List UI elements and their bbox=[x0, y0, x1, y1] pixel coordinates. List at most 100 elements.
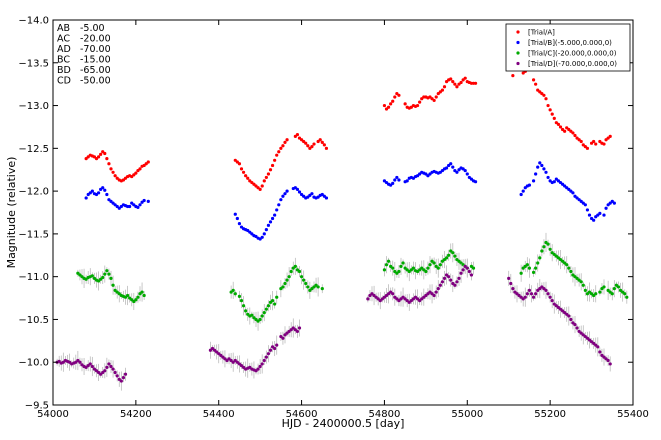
data-point bbox=[270, 216, 275, 221]
data-point bbox=[405, 179, 409, 183]
data-point bbox=[511, 287, 515, 291]
data-point bbox=[103, 188, 107, 192]
data-point bbox=[316, 285, 320, 289]
data-point bbox=[233, 212, 237, 216]
data-point bbox=[538, 161, 542, 165]
data-point bbox=[275, 295, 279, 299]
data-point bbox=[415, 103, 420, 108]
data-point bbox=[610, 292, 614, 296]
data-point bbox=[105, 365, 109, 369]
offset-label: CD bbox=[57, 76, 71, 87]
data-point bbox=[536, 165, 540, 169]
data-point bbox=[442, 85, 447, 89]
data-point bbox=[239, 167, 244, 171]
legend-entry: [Trial/A] bbox=[528, 29, 555, 37]
data-point bbox=[534, 292, 538, 296]
data-point bbox=[241, 304, 246, 308]
data-point bbox=[262, 232, 266, 236]
data-point bbox=[99, 152, 103, 156]
data-point bbox=[525, 263, 529, 267]
data-point bbox=[96, 191, 101, 195]
data-point bbox=[391, 266, 395, 270]
data-point bbox=[281, 194, 285, 198]
data-point bbox=[569, 317, 573, 322]
data-point bbox=[262, 358, 266, 363]
data-point bbox=[449, 162, 453, 166]
data-point bbox=[571, 191, 575, 195]
x-tick-label: 55200 bbox=[534, 409, 566, 420]
data-point bbox=[386, 259, 391, 263]
axis-ticks: 54000 54200 54400 54600 54800 55000 55200 55400… bbox=[18, 16, 649, 421]
data-point bbox=[585, 208, 590, 212]
data-point bbox=[602, 213, 606, 217]
data-point bbox=[592, 139, 596, 144]
legend-marker bbox=[516, 51, 520, 55]
data-point bbox=[583, 288, 587, 292]
data-point bbox=[285, 278, 289, 282]
data-point bbox=[246, 176, 250, 180]
x-tick-label: 54000 bbox=[37, 409, 69, 420]
data-point bbox=[266, 352, 271, 356]
data-point bbox=[548, 108, 552, 112]
data-point bbox=[386, 105, 391, 109]
data-point bbox=[128, 204, 132, 209]
data-point bbox=[612, 201, 616, 205]
data-point bbox=[295, 187, 300, 191]
offset-value: -70.00 bbox=[80, 44, 111, 55]
data-point bbox=[563, 129, 567, 133]
data-point bbox=[320, 140, 324, 144]
data-point bbox=[318, 138, 322, 142]
data-point bbox=[573, 133, 577, 138]
data-point bbox=[101, 186, 105, 190]
data-point bbox=[519, 192, 523, 197]
data-point bbox=[463, 76, 467, 80]
data-point bbox=[527, 288, 532, 292]
data-point bbox=[569, 269, 573, 274]
data-point bbox=[268, 348, 273, 352]
offset-label: AD bbox=[57, 44, 71, 55]
data-point bbox=[424, 269, 428, 274]
data-point bbox=[442, 276, 447, 280]
offset-label: BC bbox=[57, 55, 70, 66]
series-a bbox=[84, 52, 612, 191]
y-axis-title: Magnitude (relative) bbox=[5, 157, 18, 269]
data-point bbox=[88, 362, 92, 366]
y-tick-label: −14.0 bbox=[18, 16, 49, 27]
data-point bbox=[283, 140, 287, 144]
data-point bbox=[134, 171, 138, 175]
y-tick-label: −9.5 bbox=[25, 401, 49, 412]
data-point bbox=[558, 125, 563, 129]
data-point bbox=[542, 93, 546, 97]
data-point bbox=[426, 266, 430, 270]
data-point bbox=[281, 144, 285, 148]
data-point bbox=[527, 266, 532, 270]
data-point bbox=[111, 170, 115, 174]
data-point bbox=[579, 280, 583, 284]
data-point bbox=[109, 364, 113, 369]
data-point bbox=[473, 180, 478, 184]
data-point bbox=[556, 122, 561, 126]
data-point bbox=[440, 88, 445, 92]
data-point bbox=[312, 142, 316, 146]
data-point bbox=[598, 350, 602, 354]
data-point bbox=[146, 199, 150, 203]
legend: [Trial/A] [Trial/B](-5.000,0.000,0) [Trial… bbox=[505, 23, 631, 72]
y-tick-label: −13.5 bbox=[18, 58, 49, 69]
data-point bbox=[602, 142, 606, 146]
data-point bbox=[105, 157, 109, 161]
data-point bbox=[434, 290, 438, 294]
data-point bbox=[140, 290, 144, 294]
data-point bbox=[598, 211, 602, 215]
data-point bbox=[241, 170, 246, 174]
data-point bbox=[604, 206, 608, 210]
data-point bbox=[550, 299, 554, 303]
data-point bbox=[142, 198, 146, 203]
y-tick-label: −12.0 bbox=[18, 187, 49, 198]
data-point bbox=[101, 275, 105, 280]
y-tick-label: −11.0 bbox=[18, 272, 49, 283]
data-point bbox=[552, 180, 556, 184]
data-point bbox=[279, 198, 283, 202]
plot-frame bbox=[52, 19, 634, 406]
data-point bbox=[266, 304, 271, 308]
data-point bbox=[544, 97, 548, 101]
